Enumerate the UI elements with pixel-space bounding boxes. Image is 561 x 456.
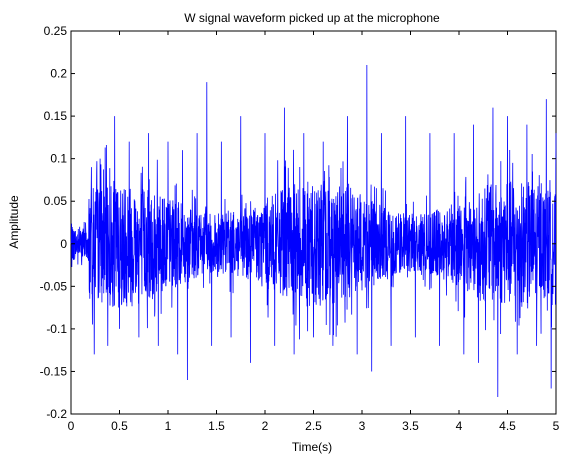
x-tick-label: 1.5 (208, 419, 225, 433)
x-tick-label: 5 (553, 419, 560, 433)
y-tick-label: -0.2 (46, 407, 67, 421)
y-tick-label: 0.05 (44, 194, 68, 208)
x-tick-label: 0 (68, 419, 75, 433)
x-axis-title: Time(s) (292, 440, 332, 454)
x-tick-label: 2 (262, 419, 269, 433)
x-tick-label: 0.5 (111, 419, 128, 433)
x-tick-label: 1 (165, 419, 172, 433)
waveform-series (70, 65, 557, 397)
y-tick-label: -0.1 (46, 322, 67, 336)
x-axis: 0 0.5 1 1.5 2 2.5 3 3.5 4 4.5 5 (68, 31, 560, 433)
y-tick-label: 0.15 (44, 109, 68, 123)
x-tick-label: 3 (359, 419, 366, 433)
x-tick-label: 4.5 (499, 419, 516, 433)
plot-layer (70, 65, 557, 397)
y-tick-label: -0.15 (40, 364, 68, 378)
x-tick-label: 2.5 (305, 419, 322, 433)
x-tick-label: 4 (456, 419, 463, 433)
y-tick-label: -0.05 (40, 279, 68, 293)
y-tick-label: 0.1 (50, 152, 67, 166)
y-tick-label: 0.2 (50, 67, 67, 81)
chart-title: W signal waveform picked up at the micro… (184, 11, 440, 25)
y-tick-label: 0 (60, 237, 67, 251)
y-tick-label: 0.25 (44, 24, 68, 38)
y-axis-title: Amplitude (7, 195, 21, 249)
y-axis: -0.2 -0.15 -0.1 -0.05 0 0.05 0.1 0.15 0.2 0.25 (40, 24, 556, 421)
x-tick-label: 3.5 (402, 419, 419, 433)
